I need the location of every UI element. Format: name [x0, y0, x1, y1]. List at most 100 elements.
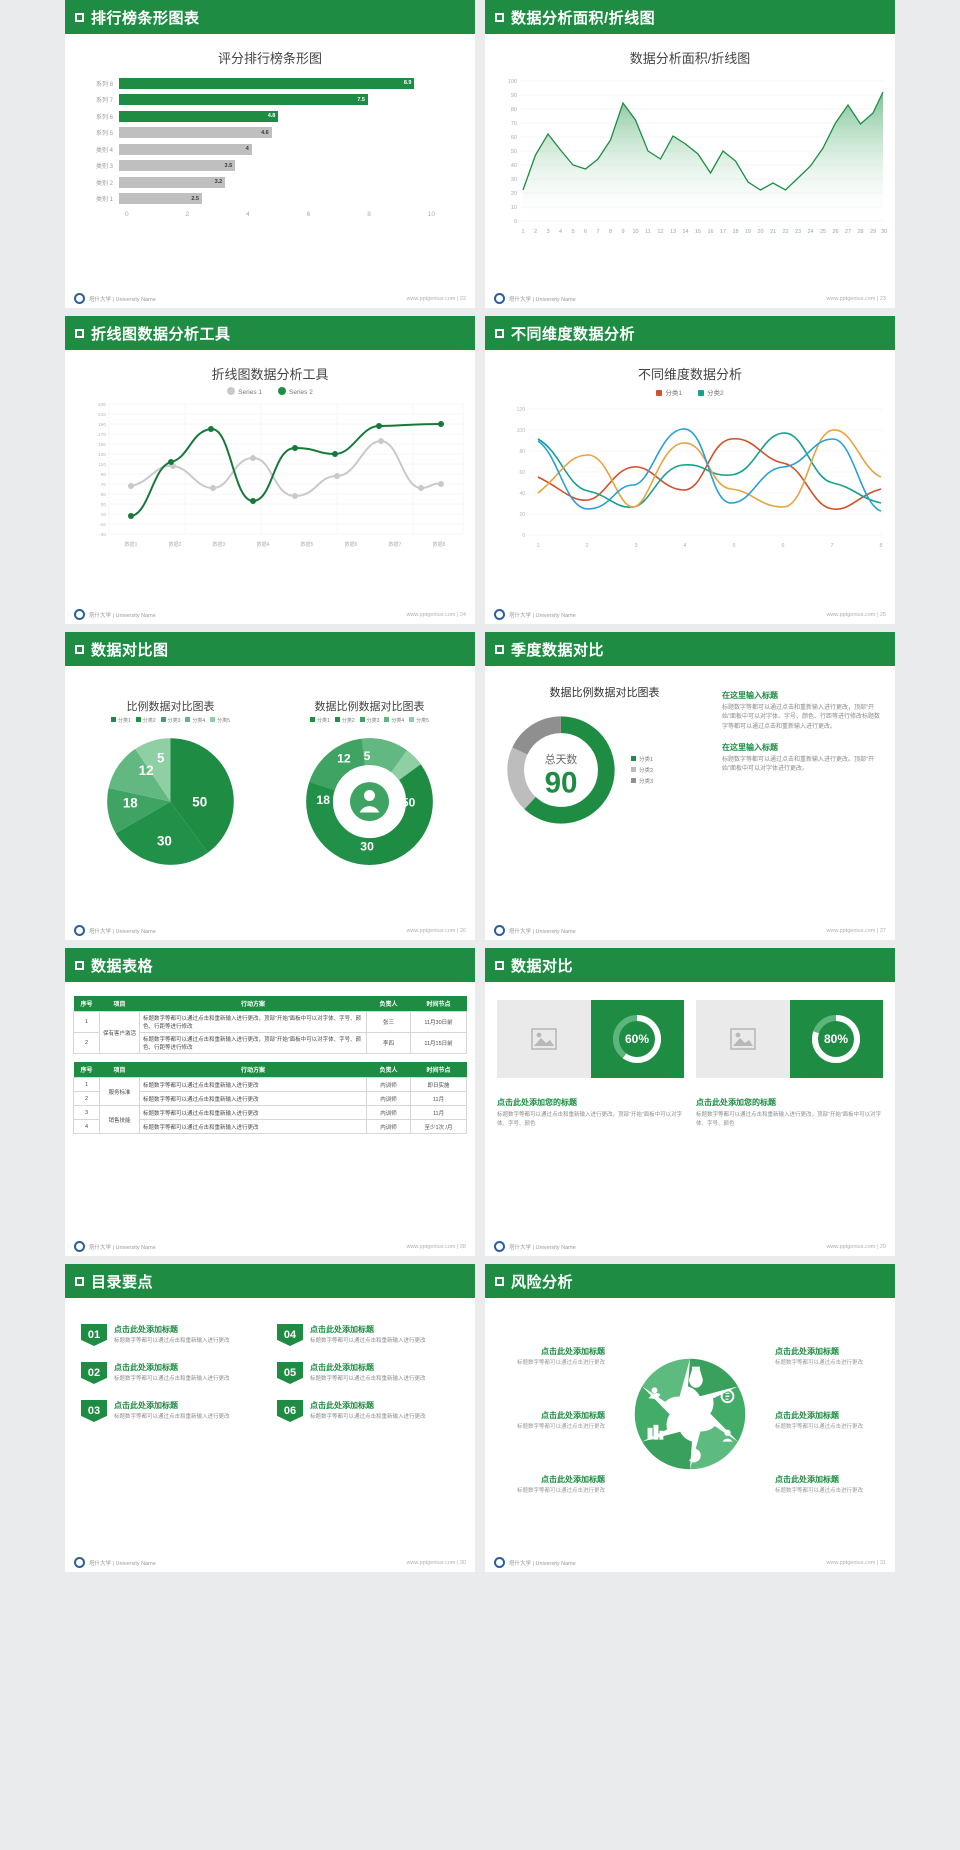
toc-title: 点击此处添加标题 — [114, 1401, 178, 1410]
footer-site: www.pptgenius.com | 23 — [826, 295, 886, 302]
quarter-chart-panel: 数据比例数据对比图表 总天数 90 分类1 分类2 分 — [497, 684, 712, 834]
page-number: 31 — [879, 1559, 886, 1566]
pie-title: 比例数据对比图表 — [126, 701, 215, 713]
svg-text:9: 9 — [621, 229, 624, 235]
cell-no: 2 — [73, 1032, 100, 1054]
bar-value: 4.6 — [261, 129, 269, 136]
pie-value: 50 — [192, 794, 207, 809]
svg-text:100: 100 — [508, 79, 517, 85]
svg-text:70: 70 — [101, 482, 107, 488]
toc-item[interactable]: 02 点击此处添加标题 标题数字等都可以通过点击和重新输入进行更改 — [81, 1362, 263, 1384]
toc-item[interactable]: 05 点击此处添加标题 标题数字等都可以通过点击和重新输入进行更改 — [277, 1362, 459, 1384]
footer-url: www.pptgenius.com — [406, 611, 456, 618]
slide-header: 风险分析 — [485, 1264, 895, 1298]
toc-number: 01 — [81, 1324, 107, 1346]
svg-text:20: 20 — [511, 191, 517, 197]
progress-ring: 80% — [812, 1015, 861, 1063]
slide-footer: 塔什大学 | University Name www.pptgenius.com… — [485, 1240, 895, 1256]
svg-text:27: 27 — [845, 229, 851, 235]
svg-text:2: 2 — [585, 543, 588, 549]
slide-footer: 塔什大学 | University Name www.pptgenius.com… — [485, 292, 895, 308]
risk-body: 标题数字等都可以通过点击进行更改 — [775, 1488, 864, 1494]
table-row: 1 服务标准 标题数字等都可以通过点击和重新输入进行更改 内训师 即日实施 — [73, 1077, 467, 1106]
svg-text:100: 100 — [517, 428, 526, 434]
svg-text:6: 6 — [781, 543, 784, 549]
slide-header: 数据对比 — [485, 948, 895, 982]
svg-text:40: 40 — [519, 491, 525, 497]
slide-footer: 塔什大学 | University Name www.pptgenius.com… — [65, 292, 475, 308]
bar-value: 3.2 — [214, 179, 223, 186]
svg-text:-30: -30 — [99, 532, 106, 538]
col-header: 项目 — [99, 996, 140, 1012]
page-number: 23 — [879, 295, 886, 302]
svg-text:80: 80 — [511, 107, 517, 113]
progress-value: 80% — [824, 1032, 848, 1046]
slide-header: 不同维度数据分析 — [485, 316, 895, 350]
pinwheel-diagram — [634, 1358, 746, 1470]
x-tick: 2 — [185, 211, 190, 218]
table-header-row: 序号 项目 行动方案 负责人 时间节点 — [73, 1062, 467, 1078]
footer-url: www.pptgenius.com — [826, 927, 876, 934]
footer-url: www.pptgenius.com — [406, 1243, 456, 1250]
svg-text:5: 5 — [571, 229, 574, 235]
bar-value: 8.9 — [403, 80, 412, 87]
pie-value: 18 — [123, 796, 138, 811]
svg-text:28: 28 — [857, 229, 863, 235]
svg-text:30: 30 — [101, 502, 107, 508]
svg-text:17: 17 — [720, 229, 726, 235]
building-icon — [647, 1424, 664, 1440]
contrast-title: 点击此处添加您的标题 — [497, 1098, 577, 1107]
footer-org: 塔什大学 | University Name — [89, 612, 156, 619]
progress-value: 60% — [625, 1032, 649, 1046]
page-number: 24 — [459, 611, 466, 618]
chart-title: 折线图数据分析工具 — [211, 367, 329, 382]
footer-org: 塔什大学 | University Name — [509, 928, 576, 935]
page-number: 29 — [879, 1243, 886, 1250]
slide-grid: 排行榜条形图表 评分排行榜条形图 系列 8 8.9 系列 7 7.5 系列 6 4.8… — [65, 0, 895, 1572]
university-logo-icon — [74, 609, 85, 620]
toc-item[interactable]: 03 点击此处添加标题 标题数字等都可以通过点击和重新输入进行更改 — [81, 1400, 263, 1422]
risk-title: 点击此处添加标题 — [775, 1475, 839, 1484]
bar-chart: 系列 8 8.9 系列 7 7.5 系列 6 4.8 系列 5 4.6 类别 4 4 类别… — [73, 71, 467, 218]
cell-no: 3 — [73, 1105, 100, 1120]
svg-text:10: 10 — [511, 205, 517, 211]
coin-icon — [720, 1389, 735, 1404]
cell-item: 服务标准 — [99, 1077, 140, 1106]
footer-org: 塔什大学 | University Name — [509, 296, 576, 303]
risk-body: 标题数字等都可以通过点击进行更改 — [775, 1424, 864, 1430]
cell-owner: 内训师 — [366, 1091, 411, 1106]
x-tick: 6 — [306, 211, 311, 218]
toc-title: 点击此处添加标题 — [310, 1325, 374, 1334]
bar: 3.2 — [119, 176, 226, 188]
bar-label: 系列 7 — [95, 98, 113, 105]
table-row: 3 销售技能 标题数字等都可以通过点击和重新输入进行更改 内训师 11月 — [73, 1105, 467, 1134]
page-number: 28 — [459, 1243, 466, 1250]
toc-item[interactable]: 06 点击此处添加标题 标题数字等都可以通过点击和重新输入进行更改 — [277, 1400, 459, 1422]
university-logo-icon — [74, 293, 85, 304]
svg-text:1: 1 — [521, 229, 524, 235]
footer-site: www.pptgenius.com | 25 — [826, 611, 886, 618]
bar-row: 系列 7 7.5 — [77, 92, 451, 109]
footer-org: 塔什大学 | University Name — [509, 1244, 576, 1251]
cell-plan: 标题数字等都可以通过点击和重新输入进行更改 — [139, 1105, 367, 1120]
footer-site: www.pptgenius.com | 27 — [826, 927, 886, 934]
svg-text:数据2: 数据2 — [169, 541, 182, 548]
svg-text:8: 8 — [879, 543, 882, 549]
page-number: 22 — [459, 295, 466, 302]
cell-owner: 内训师 — [366, 1105, 411, 1120]
svg-text:18: 18 — [732, 229, 738, 235]
pie-chart: 50 30 18 12 5 — [107, 738, 234, 865]
slide-body: 不同维度数据分析 分类1 分类2 120 100 80 60 40 20 0 1 2 3 4 5… — [485, 350, 895, 608]
svg-text:数据7: 数据7 — [389, 541, 402, 548]
pie-value: 12 — [139, 763, 154, 778]
svg-text:7: 7 — [596, 229, 599, 235]
svg-text:-10: -10 — [99, 522, 106, 528]
chart-title: 不同维度数据分析 — [637, 367, 742, 382]
toc-item[interactable]: 04 点击此处添加标题 标题数字等都可以通过点击和重新输入进行更改 — [277, 1324, 459, 1346]
slide-area-line: 数据分析面积/折线图 数据分析面积/折线图 100 90 80 70 60 50 40 3… — [485, 0, 895, 308]
slide-title: 目录要点 — [91, 1273, 154, 1291]
footer-url: www.pptgenius.com — [826, 1243, 876, 1250]
bar: 2.5 — [119, 193, 202, 205]
toc-item[interactable]: 01 点击此处添加标题 标题数字等都可以通过点击和重新输入进行更改 — [81, 1324, 263, 1346]
svg-text:130: 130 — [98, 452, 106, 458]
